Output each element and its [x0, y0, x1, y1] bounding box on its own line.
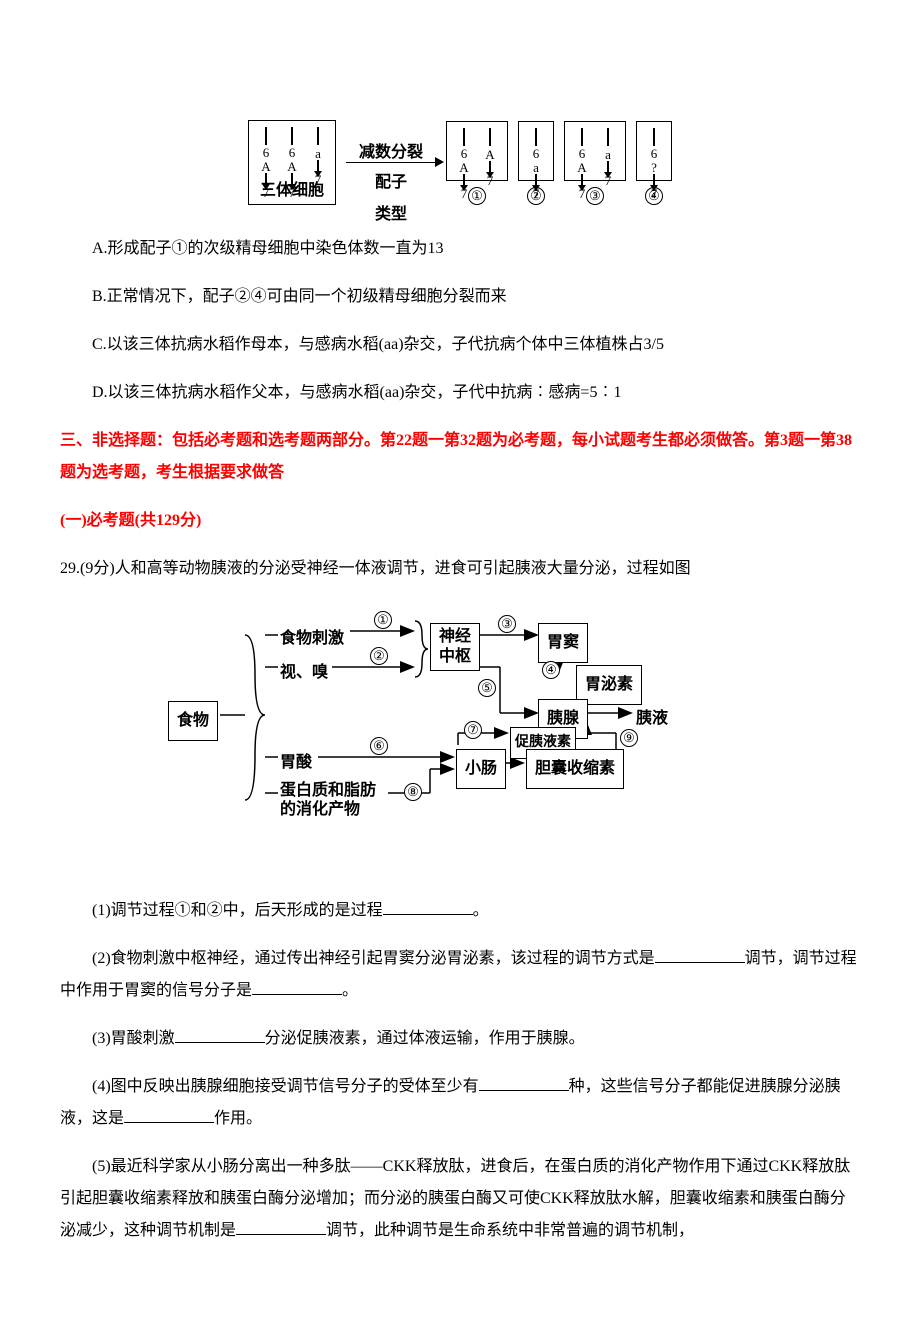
- node-stim-food: 食物刺激: [280, 623, 344, 655]
- option-a: A.形成配子①的次级精母细胞中染色体数一直为13: [60, 233, 860, 265]
- circled-7: ⑦: [464, 721, 482, 739]
- circled-4: ④: [542, 661, 560, 679]
- option-d: D.以该三体抗病水稻作父本，与感病水稻(aa)杂交，子代中抗病︰感病=5︰1: [60, 377, 860, 409]
- chromosome: 6 A 7: [285, 127, 299, 200]
- gamete-2: 6a7 ②: [518, 121, 554, 205]
- blank-field[interactable]: [124, 1107, 214, 1123]
- circled-2: ②: [370, 647, 388, 665]
- circled-5: ⑤: [478, 679, 496, 697]
- figure-trisomic-gametes: 6 A 7 6 A 7 a: [60, 120, 860, 205]
- section-heading: 三、非选择题：包括必考题和选考题两部分。第22题一第32题为必考题，每小试题考生…: [60, 425, 860, 489]
- blank-field[interactable]: [655, 947, 745, 963]
- node-food: 食物: [168, 701, 218, 741]
- subsection-heading: (一)必考题(共129分): [60, 505, 860, 537]
- node-stim-see: 视、嗅: [280, 657, 328, 689]
- chromosome: 6 A 7: [259, 127, 273, 200]
- blank-field[interactable]: [479, 1075, 569, 1091]
- q29-part3: (3)胃酸刺激分泌促胰液素，通过体液运输，作用于胰腺。: [60, 1023, 860, 1055]
- option-b: B.正常情况下，配子②④可由同一个初级精母细胞分裂而来: [60, 281, 860, 313]
- node-stim-protein: 蛋白质和脂肪 的消化产物: [280, 781, 376, 819]
- q29-part4: (4)图中反映出胰腺细胞接受调节信号分子的受体至少有种，这些信号分子都能促进胰腺…: [60, 1071, 860, 1135]
- circled-1: ①: [374, 611, 392, 629]
- node-juice: 胰液: [636, 703, 668, 735]
- circled-6: ⑥: [370, 737, 388, 755]
- q29-stem: 29.(9分)人和高等动物胰液的分泌受神经一体液调节，进食可引起胰液大量分泌，过…: [60, 553, 860, 585]
- page-root: 6 A 7 6 A 7 a: [0, 0, 920, 1323]
- gamete-1: 6A7 A7 ①: [446, 121, 508, 205]
- trisomic-parent: 6 A 7 6 A 7 a: [248, 120, 336, 205]
- node-stim-acid: 胃酸: [280, 747, 312, 779]
- circled-3: ③: [498, 615, 516, 633]
- figure-pancreas-regulation: 食物 食物刺激 视、嗅 胃酸 蛋白质和脂肪 的消化产物 神经 中枢 胃窦 胃泌素…: [60, 605, 860, 867]
- q29-part5: (5)最近科学家从小肠分离出一种多肽——CKK释放肽，进食后，在蛋白质的消化产物…: [60, 1151, 860, 1247]
- node-antrum: 胃窦: [538, 623, 588, 663]
- chromosome: a 7: [311, 127, 325, 187]
- q29-part1: (1)调节过程①和②中，后天形成的是过程。: [60, 895, 860, 927]
- node-small-intestine: 小肠: [456, 749, 506, 789]
- blank-field[interactable]: [252, 979, 342, 995]
- node-cck: 胆囊收缩素: [526, 749, 624, 789]
- gamete-4: 6?7 ④: [636, 121, 672, 205]
- circled-8: ⑧: [404, 783, 422, 801]
- circled-9: ⑨: [620, 729, 638, 747]
- blank-field[interactable]: [175, 1027, 265, 1043]
- meiosis-arrow: 减数分裂 配子 类型: [346, 162, 436, 163]
- q29-part2: (2)食物刺激中枢神经，通过传出神经引起胃窦分泌胃泌素，该过程的调节方式是调节，…: [60, 943, 860, 1007]
- blank-field[interactable]: [236, 1219, 326, 1235]
- blank-field[interactable]: [383, 899, 473, 915]
- node-nerve-center: 神经 中枢: [430, 623, 480, 671]
- gamete-3: 6A7 a7 ③: [564, 121, 626, 205]
- option-c: C.以该三体抗病水稻作母本，与感病水稻(aa)杂交，子代抗病个体中三体植株占3/…: [60, 329, 860, 361]
